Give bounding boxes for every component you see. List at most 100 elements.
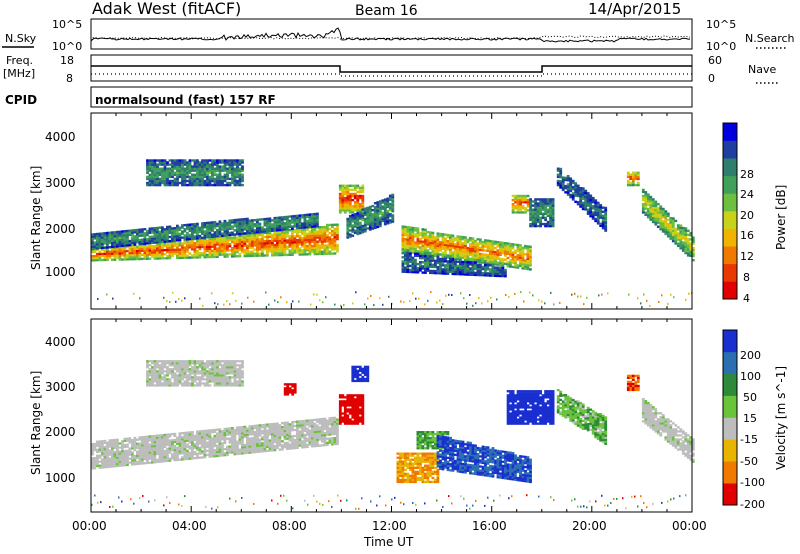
power-cell (434, 240, 437, 243)
power-colorbar-swatch (723, 246, 737, 265)
velocity-cell (213, 451, 217, 454)
velocity-cell (281, 448, 284, 451)
power-cell (261, 218, 264, 221)
power-cell (351, 228, 355, 231)
power-cell (233, 240, 237, 244)
velocity-cell (163, 435, 167, 439)
power-cell (191, 256, 194, 259)
velocity-cell (263, 423, 267, 426)
power-cell (201, 169, 204, 172)
power-cell (646, 199, 650, 202)
velocity-cell (131, 457, 134, 460)
power-cell (233, 233, 237, 236)
velocity-cell (113, 438, 117, 442)
power-cell (404, 256, 407, 259)
power-cell (654, 223, 658, 226)
power-cell (531, 220, 535, 224)
velocity-cell (176, 456, 179, 460)
power-cell (589, 204, 593, 208)
velocity-cell (141, 446, 144, 449)
power-cell (221, 237, 224, 240)
power-cell (584, 206, 588, 209)
velocity-cell (121, 458, 124, 461)
power-cell (303, 234, 307, 238)
power-cell (311, 246, 314, 250)
velocity-cell (223, 429, 227, 433)
power-cell (191, 225, 194, 228)
power-cell (449, 264, 452, 267)
power-speckle (448, 293, 450, 296)
power-cell (111, 231, 114, 234)
power-cell (386, 220, 390, 223)
power-cell (223, 241, 227, 244)
power-cell (221, 165, 224, 168)
velocity-cell (208, 437, 212, 440)
power-cell (534, 202, 537, 205)
power-cell (171, 181, 174, 185)
power-cell (148, 251, 152, 254)
velocity-cell (183, 433, 187, 437)
power-cell (406, 268, 410, 272)
power-cell (198, 161, 202, 164)
power-cell (226, 181, 229, 185)
power-cell (504, 250, 507, 253)
power-cell (571, 192, 575, 195)
power-cell (654, 217, 658, 220)
power-cell (499, 270, 502, 274)
velocity-cell (236, 426, 239, 429)
power-cell (331, 229, 334, 233)
power-cell (138, 242, 142, 246)
power-cell (163, 236, 167, 239)
velocity-cell (158, 446, 162, 449)
velocity-cell (238, 442, 242, 445)
power-cell (281, 226, 284, 229)
velocity-cell (191, 433, 194, 436)
velocity-cell (276, 424, 279, 427)
power-cell (401, 229, 405, 232)
power-cell (173, 239, 177, 242)
power-cell (404, 254, 407, 257)
power-cell (236, 220, 239, 224)
power-speckle (181, 299, 183, 302)
velocity-cell (276, 428, 279, 431)
power-cell (531, 208, 535, 211)
power-cell (276, 251, 279, 255)
power-cell (534, 210, 537, 213)
power-cell (671, 223, 675, 226)
power-speckle (643, 293, 645, 296)
power-cell (474, 252, 477, 255)
power-cell (183, 175, 187, 179)
power-cell (136, 247, 139, 250)
power-cell (669, 221, 673, 224)
power-cell (148, 235, 152, 239)
power-cell (659, 205, 663, 208)
power-cell (236, 169, 239, 172)
power-cell (208, 239, 212, 242)
power-cell (466, 271, 470, 274)
power-cell (376, 221, 380, 224)
power-cell (504, 242, 507, 245)
power-cell (571, 196, 575, 199)
power-cell (216, 177, 219, 181)
power-cell (519, 260, 522, 263)
power-cell (208, 235, 212, 239)
power-cell (589, 206, 593, 210)
power-speckle (571, 293, 573, 296)
power-cell (689, 242, 693, 245)
power-cell (454, 258, 457, 261)
power-cell (163, 244, 167, 248)
power-cell (406, 232, 410, 235)
power-cell (298, 249, 302, 252)
power-cell (253, 254, 257, 257)
power-cell (414, 258, 417, 262)
velocity-cell (103, 445, 107, 449)
velocity-cell (173, 446, 177, 450)
power-cell (516, 201, 520, 204)
power-cell (256, 248, 259, 251)
power-cell (461, 242, 465, 245)
power-cell (559, 176, 563, 179)
velocity-cell (271, 443, 274, 446)
power-cell (659, 219, 663, 223)
power-cell (409, 234, 412, 237)
velocity-cell (251, 437, 254, 440)
